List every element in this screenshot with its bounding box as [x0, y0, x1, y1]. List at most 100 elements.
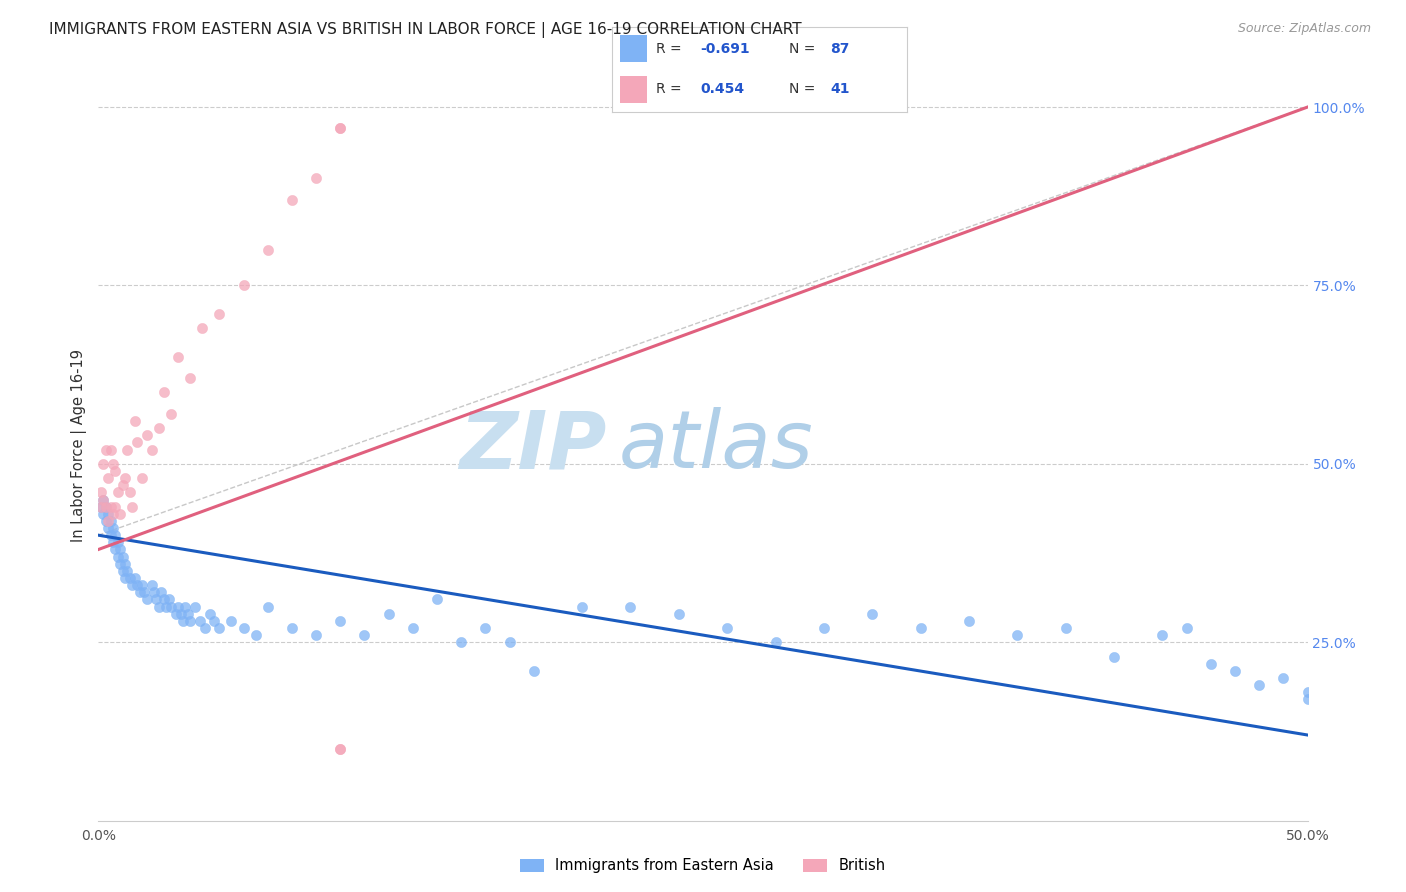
Point	[208, 307, 231, 321]
Point	[97, 514, 120, 528]
Text: N =: N =	[789, 82, 820, 96]
FancyBboxPatch shape	[620, 36, 647, 62]
Point	[172, 614, 194, 628]
Point	[111, 564, 134, 578]
Point	[1249, 678, 1271, 692]
Point	[101, 535, 124, 549]
Point	[101, 507, 124, 521]
Point	[353, 628, 375, 642]
Point	[177, 607, 200, 621]
Text: atlas: atlas	[619, 407, 813, 485]
Point	[329, 742, 352, 756]
Point	[104, 500, 127, 514]
Text: Source: ZipAtlas.com: Source: ZipAtlas.com	[1237, 22, 1371, 36]
Point	[141, 578, 163, 592]
Text: R =: R =	[655, 82, 686, 96]
Point	[94, 514, 117, 528]
Point	[91, 492, 114, 507]
Point	[523, 664, 546, 678]
Point	[910, 621, 932, 635]
Point	[281, 193, 304, 207]
Point	[150, 585, 173, 599]
Point	[148, 599, 170, 614]
Point	[329, 121, 352, 136]
Point	[155, 599, 177, 614]
Point	[90, 500, 112, 514]
Point	[668, 607, 690, 621]
Point	[107, 485, 129, 500]
Point	[232, 621, 254, 635]
Point	[118, 485, 141, 500]
Point	[91, 492, 114, 507]
Point	[160, 599, 183, 614]
Point	[152, 385, 174, 400]
Point	[165, 607, 187, 621]
Point	[716, 621, 738, 635]
Point	[100, 442, 122, 457]
Point	[118, 571, 141, 585]
Text: 87: 87	[830, 42, 849, 56]
Point	[167, 599, 190, 614]
Point	[90, 485, 112, 500]
Text: -0.691: -0.691	[700, 42, 749, 56]
Point	[256, 243, 278, 257]
Point	[619, 599, 641, 614]
Point	[194, 621, 217, 635]
Point	[145, 592, 167, 607]
Point	[111, 549, 134, 564]
Point	[184, 599, 207, 614]
Point	[571, 599, 593, 614]
Point	[124, 414, 146, 428]
Point	[94, 442, 117, 457]
Point	[141, 442, 163, 457]
Text: N =: N =	[789, 42, 820, 56]
Point	[107, 535, 129, 549]
Point	[157, 592, 180, 607]
Point	[179, 371, 201, 385]
Point	[1175, 621, 1198, 635]
Point	[121, 578, 143, 592]
Point	[179, 614, 201, 628]
Point	[167, 350, 190, 364]
Text: 0.454: 0.454	[700, 82, 744, 96]
Point	[957, 614, 980, 628]
Point	[100, 514, 122, 528]
Point	[97, 521, 120, 535]
Point	[124, 571, 146, 585]
Point	[152, 592, 174, 607]
Point	[245, 628, 267, 642]
Text: IMMIGRANTS FROM EASTERN ASIA VS BRITISH IN LABOR FORCE | AGE 16-19 CORRELATION C: IMMIGRANTS FROM EASTERN ASIA VS BRITISH …	[49, 22, 801, 38]
Point	[104, 464, 127, 478]
Point	[305, 171, 328, 186]
Point	[174, 599, 197, 614]
Point	[765, 635, 787, 649]
Point	[117, 564, 139, 578]
Point	[208, 621, 231, 635]
Point	[114, 571, 136, 585]
Point	[127, 435, 149, 450]
Point	[256, 599, 278, 614]
Point	[329, 121, 352, 136]
Point	[107, 549, 129, 564]
Point	[134, 585, 156, 599]
Point	[90, 500, 112, 514]
Point	[108, 557, 131, 571]
Point	[221, 614, 243, 628]
Point	[329, 742, 352, 756]
Point	[108, 542, 131, 557]
Text: R =: R =	[655, 42, 686, 56]
Point	[474, 621, 496, 635]
Point	[1199, 657, 1222, 671]
Point	[108, 507, 131, 521]
Text: 41: 41	[830, 82, 849, 96]
Point	[111, 478, 134, 492]
Point	[1054, 621, 1077, 635]
Point	[377, 607, 399, 621]
Point	[450, 635, 472, 649]
Point	[402, 621, 425, 635]
Point	[198, 607, 221, 621]
Point	[1152, 628, 1174, 642]
Point	[135, 592, 157, 607]
Point	[813, 621, 835, 635]
Point	[305, 628, 328, 642]
